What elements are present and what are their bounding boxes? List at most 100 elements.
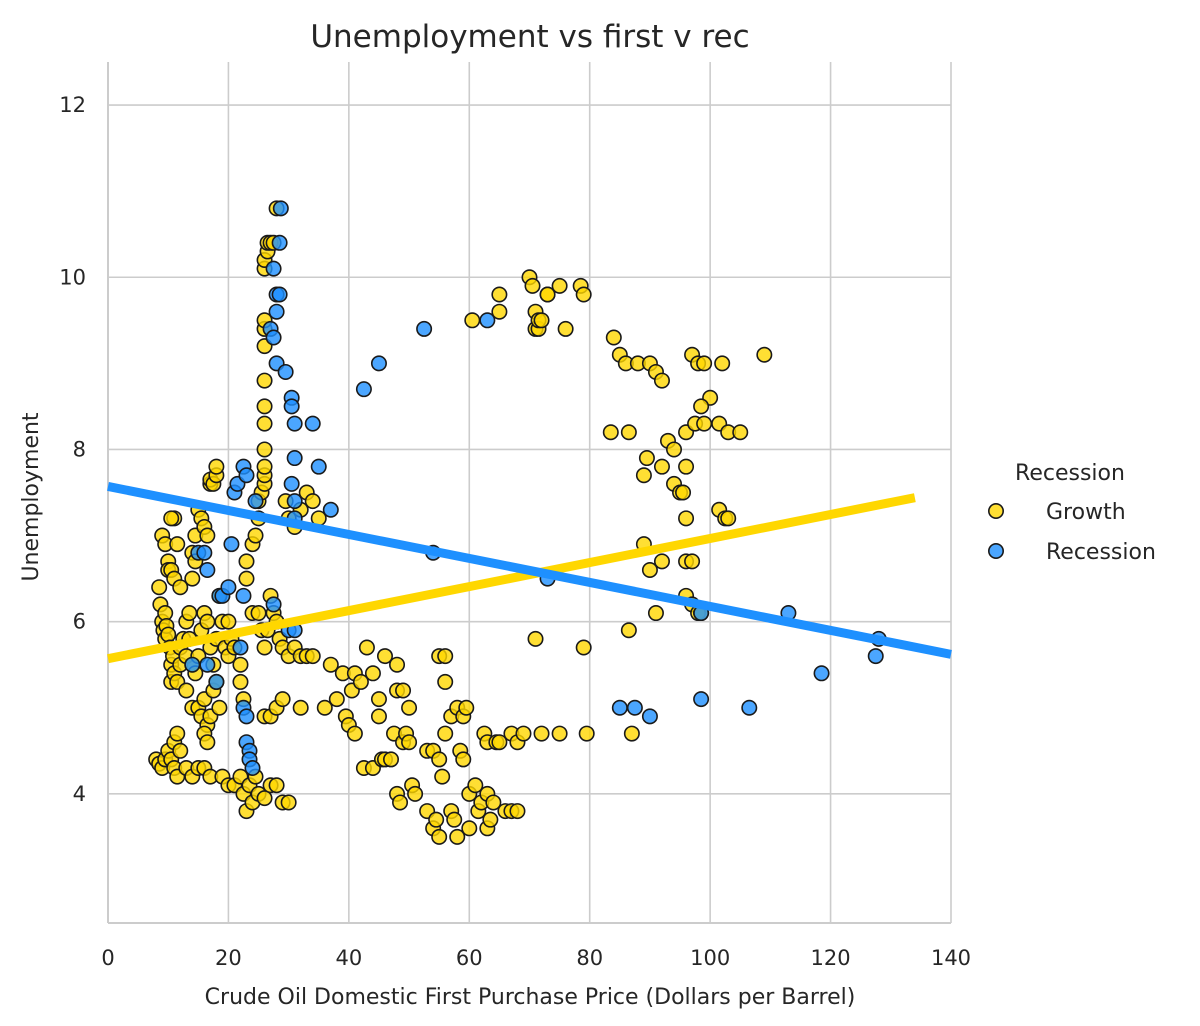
growth-point	[509, 803, 526, 820]
y-tick-label: 6	[73, 610, 86, 634]
growth-point	[274, 691, 291, 708]
growth-point	[232, 673, 249, 690]
growth-point	[449, 828, 466, 845]
grid-lines	[107, 62, 952, 923]
growth-point	[238, 553, 255, 570]
recession-point	[199, 656, 216, 673]
growth-point	[653, 553, 670, 570]
x-tick-label: 40	[335, 946, 362, 970]
recession-point	[416, 320, 433, 337]
recession-point	[286, 450, 303, 467]
growth-point	[401, 734, 418, 751]
recession-point	[265, 329, 282, 346]
x-axis-label: Crude Oil Domestic First Purchase Price …	[205, 985, 856, 1010]
growth-point	[316, 699, 333, 716]
growth-point	[352, 673, 369, 690]
growth-point	[370, 691, 387, 708]
growth-point	[256, 372, 273, 389]
growth-point	[304, 493, 321, 510]
growth-point	[238, 570, 255, 587]
x-tick-label: 20	[215, 946, 242, 970]
growth-point	[247, 527, 264, 544]
x-tick-label: 80	[576, 946, 603, 970]
growth-point	[208, 458, 225, 475]
growth-point	[256, 415, 273, 432]
recession-point	[196, 544, 213, 561]
legend: Recession Growth Recession	[987, 461, 1156, 565]
recession-point	[355, 381, 372, 398]
recession-point	[271, 234, 288, 251]
growth-point	[370, 708, 387, 725]
growth-point	[392, 794, 409, 811]
growth-point	[199, 613, 216, 630]
recession-point	[220, 579, 237, 596]
recession-point	[208, 673, 225, 690]
growth-point	[653, 372, 670, 389]
growth-point	[428, 811, 445, 828]
growth-point	[684, 553, 701, 570]
x-tick-label: 140	[931, 946, 971, 970]
growth-point	[641, 561, 658, 578]
recession-point	[235, 587, 252, 604]
growth-point	[280, 794, 297, 811]
recession-regression-line	[107, 482, 952, 659]
recession-point	[247, 493, 264, 510]
recession-point	[199, 561, 216, 578]
growth-point	[491, 734, 508, 751]
growth-point	[232, 656, 249, 673]
growth-point	[678, 510, 695, 527]
growth-point	[160, 626, 177, 643]
recession-point	[244, 760, 261, 777]
growth-point	[693, 398, 710, 415]
legend-title: Recession	[1015, 461, 1125, 486]
growth-point	[211, 699, 228, 716]
growth-point	[220, 613, 237, 630]
growth-point	[178, 682, 195, 699]
recession-point	[322, 501, 339, 518]
regression-lines	[107, 482, 952, 664]
tick-labels: 0 20 40 60 80 100 120 140 4 6 8 10 12	[59, 93, 971, 970]
growth-point	[696, 355, 713, 372]
growth-point	[653, 458, 670, 475]
growth-point	[256, 398, 273, 415]
y-tick-label: 8	[73, 437, 86, 461]
growth-point	[401, 699, 418, 716]
growth-point	[446, 811, 463, 828]
recession-point	[232, 639, 249, 656]
growth-point	[620, 424, 637, 441]
growth-point	[437, 725, 454, 742]
growth-point	[602, 424, 619, 441]
growth-point	[557, 320, 574, 337]
growth-point	[328, 691, 345, 708]
growth-point	[431, 828, 448, 845]
growth-point	[467, 777, 484, 794]
growth-point	[431, 751, 448, 768]
growth-point	[322, 656, 339, 673]
growth-point	[524, 277, 541, 294]
growth-point	[464, 312, 481, 329]
growth-point	[256, 441, 273, 458]
growth-point	[172, 742, 189, 759]
growth-point	[268, 777, 285, 794]
growth-point	[346, 725, 363, 742]
growth-point	[575, 286, 592, 303]
recession-point	[272, 200, 289, 217]
recession-point	[626, 699, 643, 716]
growth-point	[181, 605, 198, 622]
growth-point	[551, 277, 568, 294]
growth-point	[678, 458, 695, 475]
recession-point	[268, 303, 285, 320]
recession-point	[271, 286, 288, 303]
growth-regression-line	[107, 493, 916, 664]
growth-point	[461, 820, 478, 837]
growth-point	[491, 303, 508, 320]
recession-point	[370, 355, 387, 372]
x-tick-label: 0	[101, 946, 114, 970]
growth-point	[434, 768, 451, 785]
recession-point	[611, 699, 628, 716]
growth-point	[256, 458, 273, 475]
growth-point	[638, 450, 655, 467]
y-tick-label: 12	[59, 93, 86, 117]
recession-point	[265, 260, 282, 277]
growth-point	[163, 510, 180, 527]
